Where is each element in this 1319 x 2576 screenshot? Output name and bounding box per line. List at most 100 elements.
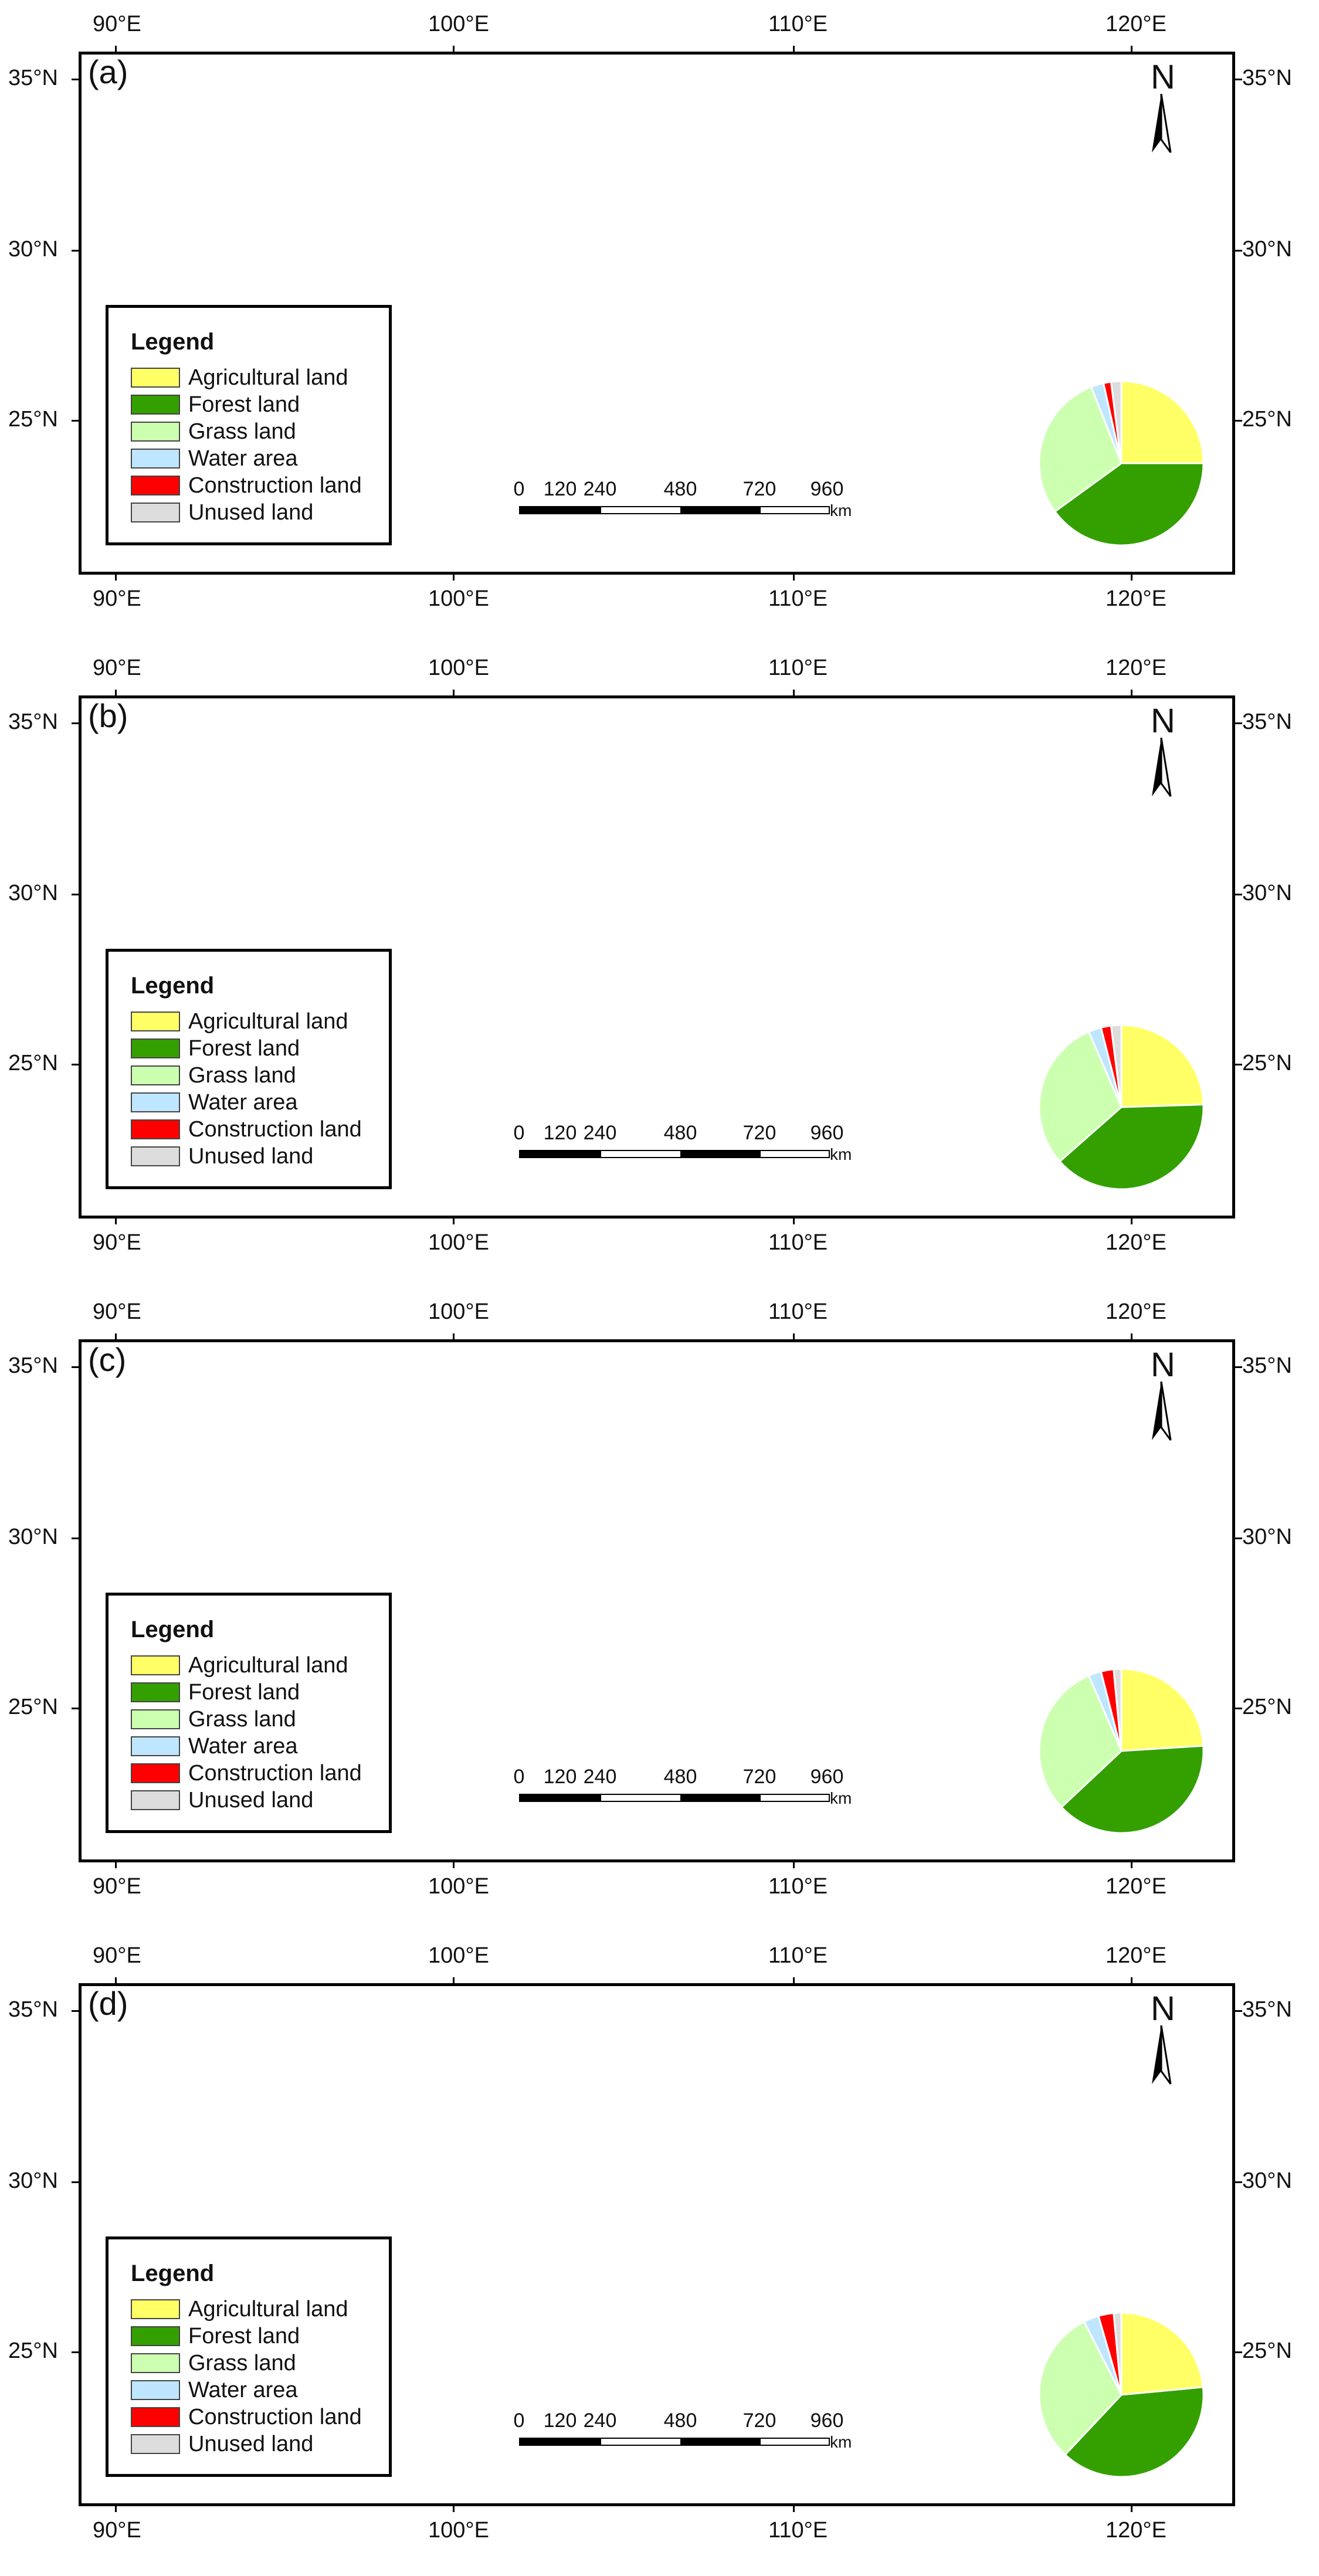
tick	[793, 1861, 795, 1868]
legend-swatch	[131, 476, 180, 495]
lon-label-top-110: 110°E	[768, 656, 828, 680]
scale-label: 480	[663, 1766, 697, 1788]
scale-segment	[759, 2438, 830, 2446]
scale-segment	[519, 506, 601, 514]
legend-item-unused: Unused land	[131, 1144, 389, 1170]
tick	[1235, 1538, 1242, 1539]
tick	[1235, 79, 1242, 80]
tick	[115, 1333, 117, 1340]
tick	[793, 46, 795, 53]
legend-swatch	[131, 1038, 180, 1058]
legend-swatch	[131, 2380, 180, 2400]
lat-label-right-25: 25°N	[1242, 407, 1292, 432]
legend-box: Legend Agricultural land Forest land Gra…	[106, 949, 392, 1189]
legend-swatch	[131, 2326, 180, 2346]
scale-segment	[680, 1794, 761, 1802]
legend-swatch	[131, 1012, 180, 1031]
legend-box: Legend Agricultural land Forest land Gra…	[106, 1593, 392, 1833]
legend-title: Legend	[131, 2261, 215, 2286]
scale-segment	[680, 2438, 761, 2446]
legend-label: Agricultural land	[188, 1009, 348, 1034]
tick	[793, 1977, 795, 1984]
legend-swatch	[131, 2353, 180, 2373]
tick	[115, 1217, 117, 1224]
scale-bar: 0 120 240 480 720 960 km	[513, 1122, 852, 1163]
tick	[72, 722, 79, 724]
lon-label-top-100: 100°E	[428, 656, 489, 680]
lon-label-top-110: 110°E	[768, 12, 828, 36]
tick	[453, 1217, 455, 1224]
scale-bar: 0 120 240 480 720 960 km	[513, 478, 852, 520]
tick	[72, 1538, 79, 1539]
scale-label: 960	[810, 1766, 844, 1788]
pie-slice-agricultural	[1120, 380, 1205, 464]
scale-label: 120	[543, 1122, 577, 1144]
lon-label-bottom-90: 90°E	[93, 2518, 141, 2543]
tick	[1235, 2181, 1242, 2183]
legend-label: Agricultural land	[188, 2297, 348, 2322]
north-label: N	[1151, 58, 1175, 96]
scale-label: 960	[810, 478, 844, 500]
lat-label-left-35: 35°N	[8, 66, 58, 90]
tick	[1131, 1861, 1132, 1868]
lon-label-bottom-110: 110°E	[768, 1230, 828, 1255]
tick	[115, 1977, 117, 1984]
scale-label: 480	[663, 1122, 697, 1144]
legend-swatch	[131, 1146, 180, 1166]
north-arrow-icon	[1152, 94, 1172, 153]
lat-label-right-30: 30°N	[1242, 1525, 1292, 1549]
legend-swatch	[131, 1682, 180, 1702]
lat-label-right-25: 25°N	[1242, 2339, 1292, 2363]
map-panel-c: (c) 90°E 100°E 110°E 120°E 90°E 100°E 11…	[0, 1288, 1319, 1932]
land-use-pie-chart	[1038, 1024, 1205, 1190]
tick	[1131, 1333, 1132, 1340]
legend-swatch	[131, 1709, 180, 1729]
pie-slice-forest	[1058, 1104, 1205, 1190]
legend-item-unused: Unused land	[131, 2432, 389, 2458]
scale-label: 120	[543, 478, 577, 500]
map-panel-d: (d) 90°E 100°E 110°E 120°E 90°E 100°E 11…	[0, 1932, 1319, 2575]
legend-item-forest: Forest land	[131, 1036, 389, 1062]
tick	[1131, 2505, 1132, 2512]
legend-swatch	[131, 449, 180, 469]
scale-unit: km	[830, 1145, 852, 1163]
legend-item-unused: Unused land	[131, 1788, 389, 1814]
panel-label: (d)	[88, 1985, 128, 2022]
tick	[1235, 2351, 1242, 2353]
tick	[1131, 573, 1132, 581]
tick	[793, 690, 795, 697]
legend-swatch	[131, 1092, 180, 1112]
lon-label-bottom-120: 120°E	[1106, 2518, 1167, 2543]
lat-label-left-30: 30°N	[8, 2168, 58, 2193]
legend-item-forest: Forest land	[131, 392, 389, 418]
legend-label: Grass land	[188, 1707, 296, 1732]
map-panel-b: (b) 90°E 100°E 110°E 120°E 90°E 100°E 11…	[0, 644, 1319, 1288]
lon-label-top-90: 90°E	[93, 656, 141, 680]
lon-label-top-120: 120°E	[1106, 12, 1167, 36]
scale-segment	[680, 1150, 761, 1158]
legend-swatch	[131, 2434, 180, 2454]
scale-label: 720	[742, 1122, 777, 1144]
legend-item-forest: Forest land	[131, 2324, 389, 2350]
tick	[453, 573, 455, 581]
scale-label: 0	[513, 2409, 525, 2432]
tick	[115, 573, 117, 581]
scale-label: 480	[663, 478, 697, 500]
lon-label-bottom-100: 100°E	[428, 1874, 489, 1899]
scale-unit: km	[830, 2433, 852, 2451]
legend-label: Construction land	[188, 1117, 362, 1142]
scale-label: 120	[543, 1766, 577, 1788]
land-use-pie-chart	[1038, 1668, 1205, 1834]
legend-label: Construction land	[188, 2405, 362, 2429]
legend-item-forest: Forest land	[131, 1680, 389, 1706]
legend-swatch	[131, 1065, 180, 1085]
legend-swatch	[131, 1119, 180, 1139]
map-panel-a: (a) 90°E 100°E 110°E 120°E 90°E 100°E 11…	[0, 0, 1319, 644]
north-arrow: N	[1138, 1345, 1191, 1445]
lon-label-bottom-90: 90°E	[93, 1230, 141, 1255]
legend-item-agricultural: Agricultural land	[131, 1653, 389, 1679]
lon-label-bottom-100: 100°E	[428, 586, 489, 611]
scale-label: 0	[513, 478, 525, 500]
tick	[1235, 2010, 1242, 2012]
legend-label: Forest land	[188, 392, 300, 417]
